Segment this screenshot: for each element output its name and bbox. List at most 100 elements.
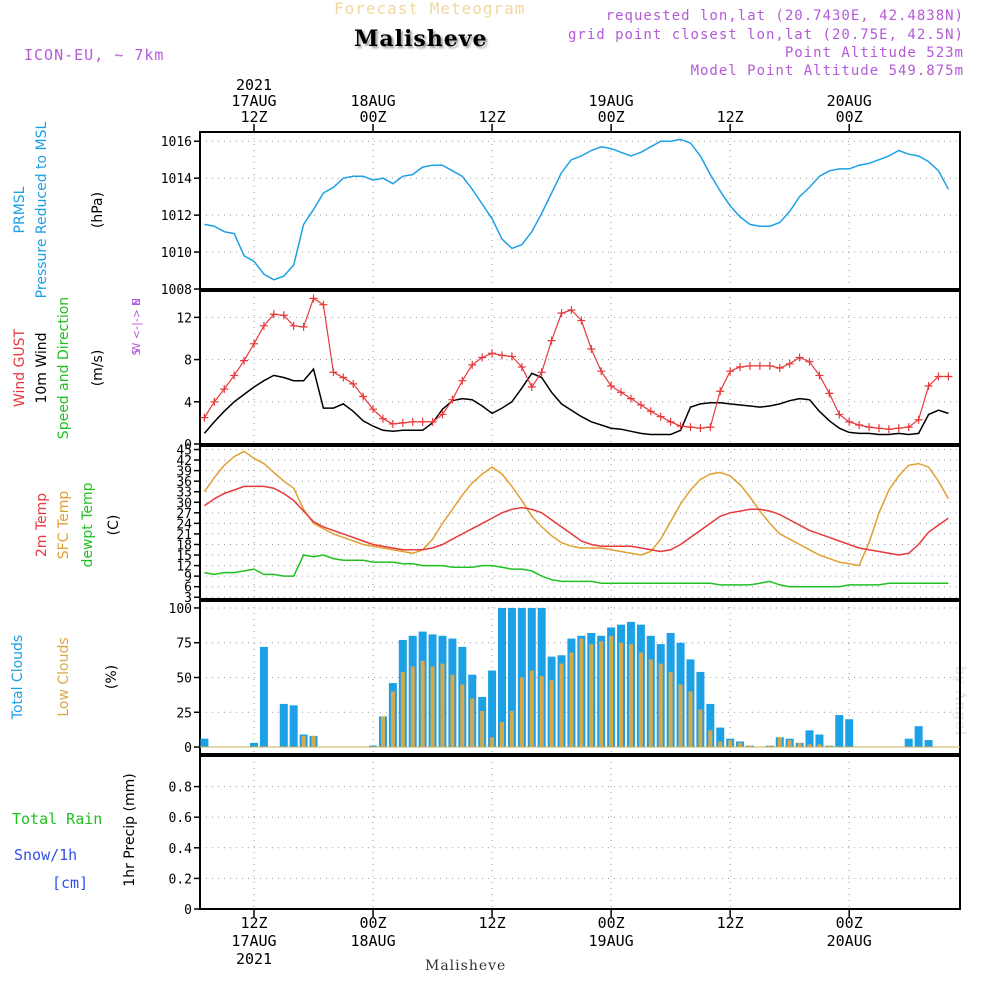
y-tick-label: 1010 (161, 246, 192, 261)
y-tick-label: 12 (176, 560, 192, 575)
gust-marker (805, 357, 814, 366)
time-label-top: 12Z (717, 108, 744, 126)
bar-total-clouds (369, 745, 378, 748)
gust-marker (626, 394, 635, 403)
gust-marker (319, 300, 328, 309)
time-label-top: 00Z (598, 108, 625, 126)
gust-marker (884, 425, 893, 434)
bar-low-clouds (440, 663, 445, 748)
ylabel-wind-gust: Wind GUST (12, 328, 28, 407)
bar-low-clouds (529, 670, 534, 748)
gust-marker (914, 415, 923, 424)
y-tick-label: 100 (169, 602, 192, 617)
gust-marker (865, 423, 874, 432)
ylabel-precip: 1hr Precip (mm) (122, 773, 138, 886)
gust-marker (746, 361, 754, 370)
bar-low-clouds (718, 741, 723, 748)
gust-marker (408, 417, 417, 426)
bar-total-clouds (200, 738, 209, 748)
gust-marker (775, 364, 784, 373)
bar-total-clouds (845, 719, 854, 748)
gust-marker (259, 321, 268, 330)
bar-low-clouds (500, 722, 504, 748)
series-2m-temp (203, 485, 949, 556)
y-tick-label: 6 (184, 581, 192, 596)
time-label-top: 12Z (240, 108, 267, 126)
y-tick-label: 45 (176, 444, 192, 459)
bar-total-clouds (805, 730, 814, 748)
bar-total-clouds (924, 740, 933, 748)
bar-low-clouds (638, 652, 643, 748)
y-tick-label: 0.8 (169, 781, 192, 796)
gust-marker (398, 418, 407, 427)
bar-low-clouds (708, 730, 713, 748)
requested-location: requested lon,lat (20.7430E, 42.4838N) (605, 8, 964, 24)
y-tick-label: 1012 (161, 209, 192, 224)
panel-frame (199, 445, 961, 600)
time-label-bottom: 12Z (240, 914, 267, 932)
gust-marker (785, 359, 794, 368)
y-tick-label: 1016 (161, 135, 192, 150)
bar-total-clouds (706, 703, 715, 748)
gust-marker (349, 379, 358, 388)
gust-marker (815, 371, 824, 380)
compass-n: N (130, 298, 143, 306)
ylabel-pressure: Pressure Reduced to MSL (34, 121, 50, 298)
gust-marker (646, 407, 655, 416)
gust-marker (577, 316, 586, 325)
time-label-bottom: 18AUG (350, 932, 395, 950)
gust-marker (755, 361, 764, 370)
gust-marker (240, 356, 249, 365)
series-sfc-temp (203, 450, 950, 567)
gust-marker (666, 417, 675, 426)
ylabel-dewpt-temp: dewpt Temp (80, 482, 96, 567)
bar-low-clouds (648, 659, 653, 748)
gust-marker (934, 372, 943, 381)
bar-low-clouds (420, 660, 425, 748)
gust-marker (656, 412, 665, 421)
y-tick-label: 1008 (161, 283, 192, 298)
bar-total-clouds (696, 671, 705, 748)
bar-low-clouds (509, 710, 514, 748)
gust-marker (825, 389, 834, 398)
time-label-bottom: 00Z (836, 914, 863, 932)
bar-low-clouds (589, 644, 594, 748)
time-label-bottom: 00Z (598, 914, 625, 932)
gust-marker (507, 352, 516, 361)
gust-marker (904, 423, 913, 432)
y-tick-label: 75 (176, 637, 192, 652)
gust-marker (567, 305, 576, 314)
time-label-top: 17AUG (231, 92, 276, 110)
bar-low-clouds (559, 663, 564, 748)
gust-marker (418, 417, 427, 426)
gust-marker (428, 417, 437, 426)
gust-marker (458, 376, 467, 385)
bar-low-clouds (817, 744, 822, 748)
y-tick-label: 25 (176, 706, 192, 721)
gust-marker (309, 294, 318, 303)
time-label-top: 12Z (479, 108, 506, 126)
panel-1: 1008 1010 1012 1014 1016 (161, 131, 961, 298)
time-label-top: 19AUG (589, 92, 634, 110)
gust-marker (279, 311, 288, 320)
series-10m-wind (203, 367, 949, 436)
gust-marker (289, 321, 298, 330)
gust-marker (468, 360, 477, 369)
gust-marker (617, 388, 626, 397)
gust-marker (537, 368, 546, 377)
y-tick-label: 0 (184, 741, 192, 756)
y-tick-label: 9 (184, 570, 192, 585)
time-label-top: 20AUG (827, 92, 872, 110)
panel-frame (199, 755, 961, 910)
y-tick-label: 0.4 (169, 842, 193, 857)
bar-low-clouds (460, 684, 465, 748)
legend-snow-unit: [cm] (52, 874, 88, 892)
gust-marker (736, 362, 745, 371)
bar-low-clouds (549, 680, 554, 748)
bar-low-clouds (400, 671, 405, 748)
bar-low-clouds (609, 635, 614, 748)
bar-total-clouds (914, 726, 923, 748)
y-tick-label: 39 (176, 465, 192, 480)
gust-marker (944, 372, 953, 381)
gust-marker (676, 422, 685, 431)
